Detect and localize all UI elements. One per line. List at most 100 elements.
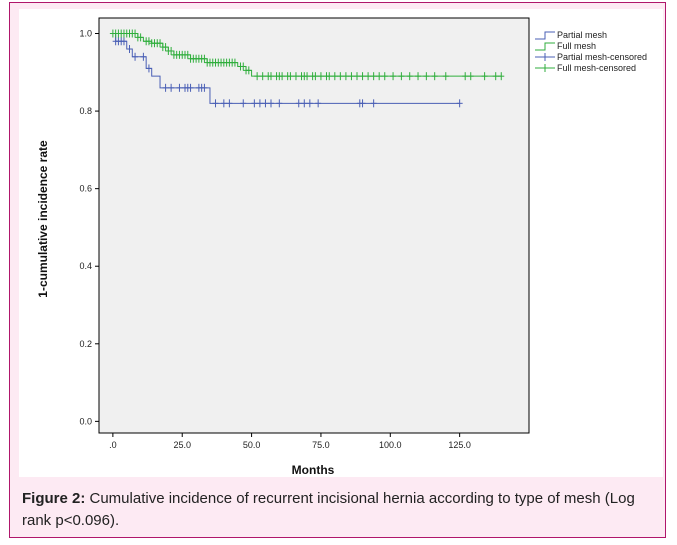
caption-text: Cumulative incidence of recurrent incisi…	[22, 490, 635, 529]
partial-mesh-censor-mark	[145, 64, 152, 73]
partial-mesh-censor-mark	[140, 52, 147, 61]
full-mesh-censor-mark	[184, 50, 191, 59]
figure-frame: .0 25.0 50.0 75.0 100.0 125.0 0.0 0.2 0.4 0.6 0.8 1…	[9, 2, 666, 538]
full-mesh-censor-mark	[168, 46, 175, 55]
full-mesh-censor-mark	[331, 72, 338, 81]
partial-mesh-censor-mark	[256, 99, 263, 108]
full-mesh-censor-mark	[231, 58, 238, 67]
full-mesh-censor-mark	[337, 72, 344, 81]
y-tick-label: 0.6	[79, 184, 92, 194]
full-mesh-censor-mark	[376, 72, 383, 81]
figure-area: .0 25.0 50.0 75.0 100.0 125.0 0.0 0.2 0.4 0.6 0.8 1…	[19, 9, 663, 477]
full-mesh-censor-mark	[162, 43, 169, 52]
full-mesh-censor-mark	[201, 54, 208, 63]
y-tick-label: 0.8	[79, 106, 92, 116]
full-mesh-censor-mark	[492, 72, 499, 81]
partial-mesh-censor-mark	[168, 83, 175, 92]
full-mesh-censor-mark	[481, 72, 488, 81]
full-mesh-censor-mark	[259, 72, 266, 81]
full-mesh-censor-mark	[442, 72, 449, 81]
partial-mesh-censor-mark	[132, 52, 139, 61]
full-mesh-censor-mark	[342, 72, 349, 81]
full-mesh-censor-mark	[370, 72, 377, 81]
y-tick-label: 0.2	[79, 339, 92, 349]
full-mesh-censor-mark	[415, 72, 422, 81]
partial-mesh-censor-mark	[251, 99, 258, 108]
y-tick-label: 1.0	[79, 29, 92, 39]
partial-mesh-censor-mark	[120, 37, 127, 46]
series-layer	[109, 29, 505, 108]
partial-mesh-censor-mark	[176, 83, 183, 92]
full-mesh-censor-mark	[406, 72, 413, 81]
y-tick-label: 0.0	[79, 416, 92, 426]
x-tick-label: 125.0	[448, 440, 471, 450]
full-mesh-censor-mark	[354, 72, 360, 81]
partial-mesh-censor-mark	[212, 99, 219, 108]
full-mesh-censor-mark	[381, 72, 388, 81]
legend-item: Full mesh	[535, 41, 596, 51]
full-mesh-censor-mark	[157, 39, 164, 48]
partial-mesh-censor-mark	[201, 83, 208, 92]
partial-mesh-censor-mark	[276, 99, 283, 108]
x-tick-label: 75.0	[312, 440, 330, 450]
legend-label: Partial mesh-censored	[557, 52, 647, 62]
full-mesh-censor-mark	[390, 72, 397, 81]
x-tick-label: 100.0	[379, 440, 402, 450]
partial-mesh-censor-mark	[226, 99, 233, 108]
x-tick-label: .0	[109, 440, 117, 450]
full-mesh-censor-mark	[279, 72, 286, 81]
full-mesh-censor-mark	[365, 72, 372, 81]
full-mesh-censor-mark	[268, 72, 274, 81]
plot-background	[98, 17, 530, 434]
partial-mesh-censor-mark	[301, 99, 308, 108]
legend-item: Full mesh-censored	[535, 63, 636, 73]
full-mesh-censor-mark	[326, 72, 333, 81]
full-mesh-censor-mark	[462, 72, 469, 81]
partial-mesh-censor-mark	[162, 83, 169, 92]
y-axis-title: 1-cumulative incidence rate	[36, 140, 50, 298]
legend-line-swatch	[535, 31, 555, 40]
km-chart: .0 25.0 50.0 75.0 100.0 125.0 0.0 0.2 0.4 0.6 0.8 1…	[36, 17, 647, 477]
legend-label: Partial mesh	[557, 30, 607, 40]
figure-caption: Figure 2: Cumulative incidence of recurr…	[22, 488, 652, 532]
caption-label: Figure 2:	[22, 490, 86, 507]
full-mesh-censor-mark	[359, 72, 366, 81]
legend-item: Partial mesh-censored	[535, 52, 647, 62]
full-mesh-censor-mark	[304, 72, 311, 81]
partial-mesh-censor-mark	[306, 99, 313, 108]
partial-mesh-censor-mark	[220, 99, 227, 108]
full-mesh-censor-mark	[398, 72, 405, 81]
partial-mesh-censor-mark	[359, 99, 366, 108]
partial-mesh-censor-mark	[370, 99, 377, 108]
partial-mesh-censor-mark	[126, 45, 133, 54]
full-mesh-censor-mark	[423, 72, 430, 81]
full-mesh-censor-mark	[431, 72, 438, 81]
partial-mesh-censor-mark	[262, 99, 269, 108]
full-mesh-censor-mark	[348, 72, 355, 81]
x-tick-label: 25.0	[173, 440, 191, 450]
partial-mesh-censor-mark	[240, 99, 247, 108]
partial-mesh-censor-mark	[268, 99, 274, 108]
legend-line-swatch	[535, 42, 555, 51]
full-mesh-censor-mark	[145, 37, 152, 46]
partial-mesh-censor-mark	[187, 83, 194, 92]
full-mesh-censor-mark	[317, 72, 324, 81]
partial-mesh-censor-mark	[295, 99, 302, 108]
full-mesh-censor-mark	[254, 72, 261, 81]
x-axis-title: Months	[292, 463, 335, 477]
axis-ticks: .0 25.0 50.0 75.0 100.0 125.0 0.0 0.2 0.4 0.6 0.8 1…	[79, 29, 470, 450]
full-mesh-censor-mark	[245, 66, 252, 75]
partial-mesh-censor-mark	[456, 99, 463, 108]
legend-item: Partial mesh	[535, 30, 607, 40]
full-mesh-censor-mark	[498, 72, 505, 81]
legend-label: Full mesh-censored	[557, 63, 636, 73]
full-mesh-censor-mark	[137, 33, 144, 42]
full-mesh-censor-mark	[132, 29, 139, 38]
full-mesh-censor-mark	[287, 72, 294, 81]
legend-label: Full mesh	[557, 41, 596, 51]
y-tick-label: 0.4	[79, 261, 92, 271]
partial-mesh-censor-mark	[315, 99, 322, 108]
x-tick-label: 50.0	[243, 440, 261, 450]
full-mesh-censor-mark	[312, 72, 319, 81]
